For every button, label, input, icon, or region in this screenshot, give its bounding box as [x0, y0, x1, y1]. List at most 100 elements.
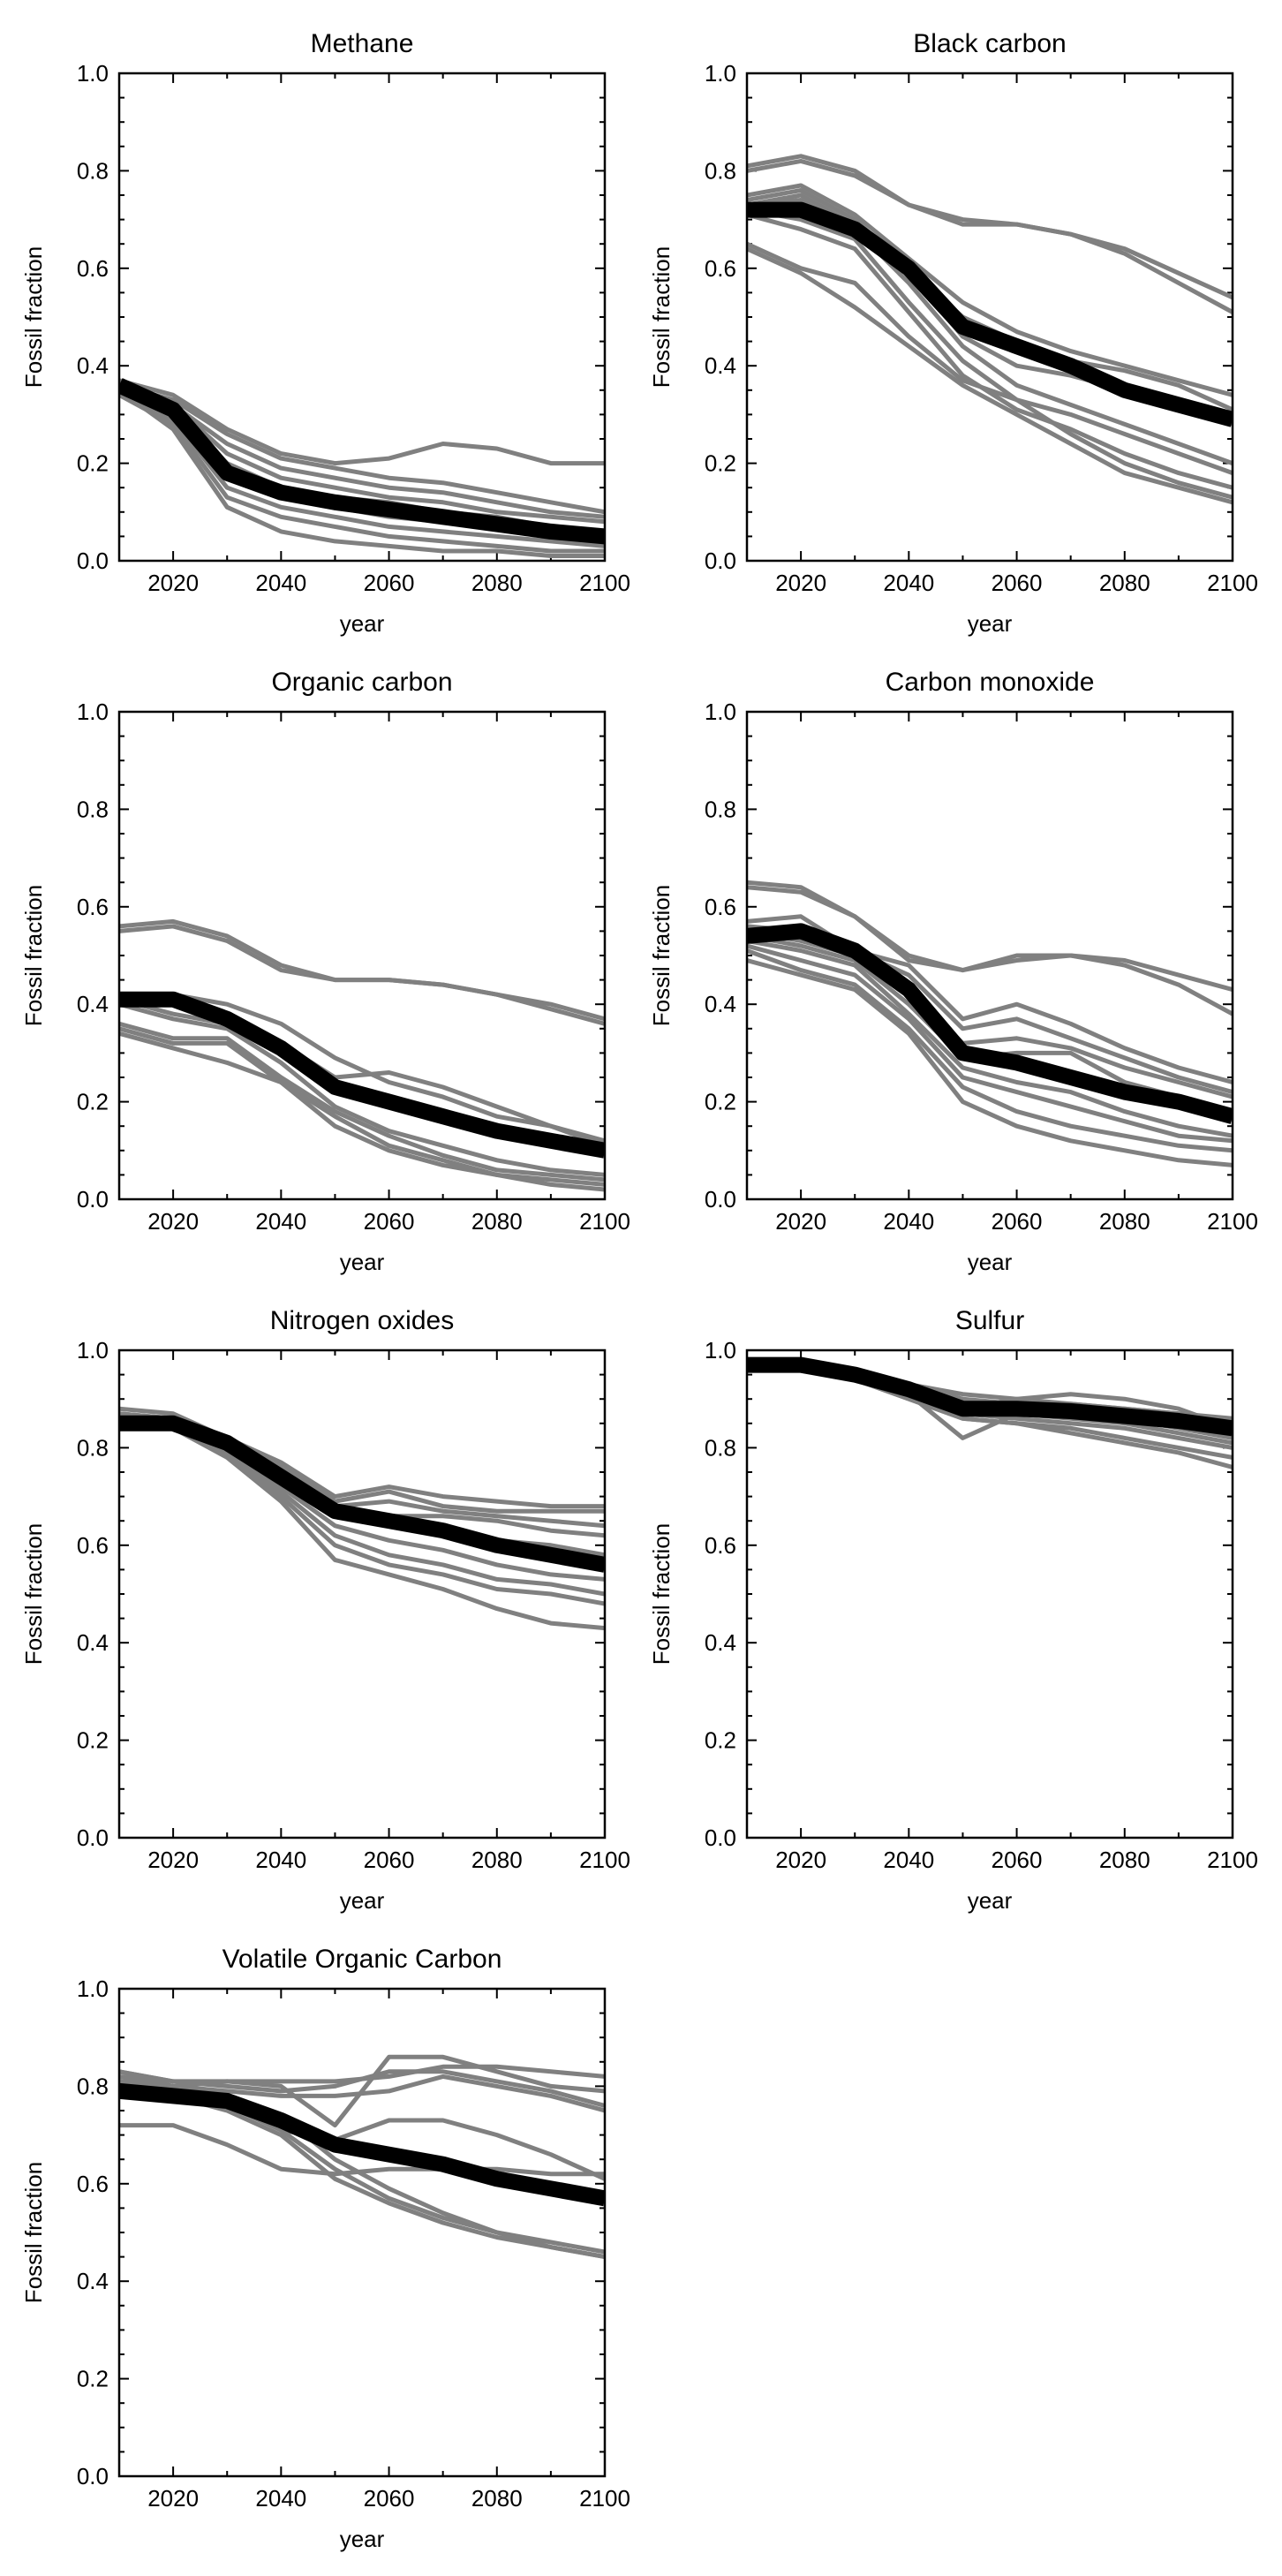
chart-carbon-monoxide-scenario-line-10 [747, 958, 1233, 1167]
chart-volatile-organic-carbon-xtick-label: 2060 [364, 2485, 415, 2512]
chart-sulfur-frame [745, 1348, 1234, 1839]
chart-carbon-monoxide-xtick-label: 2060 [992, 1208, 1043, 1235]
chart-organic-carbon-ytick-label: 0.8 [77, 796, 109, 822]
chart-sulfur-ytick-label: 0.2 [705, 1727, 736, 1754]
chart-methane-xtick-label: 2100 [579, 570, 630, 596]
chart-sulfur-ytick-label: 0.8 [705, 1434, 736, 1461]
chart-methane-scenario-line-8 [119, 393, 605, 554]
chart-black-carbon-ytick-label: 0.2 [705, 450, 736, 477]
chart-nitrogen-oxides-xtick-label: 2020 [147, 1847, 199, 1873]
chart-organic-carbon-scenario-line-6 [119, 1001, 605, 1177]
chart-methane-ytick-label: 0.2 [77, 450, 109, 477]
chart-volatile-organic-carbon-xlabel: year [340, 2526, 385, 2552]
chart-black-carbon-ytick-label: 0.8 [705, 157, 736, 184]
chart-nitrogen-oxides-ytick-label: 0.4 [77, 1629, 109, 1656]
chart-black-carbon-xtick-label: 2060 [992, 570, 1043, 596]
chart-carbon-monoxide-ytick-label: 0.8 [705, 796, 736, 822]
chart-black-carbon-xtick-label: 2020 [775, 570, 826, 596]
chart-black-carbon-ytick-label: 1.0 [705, 60, 736, 87]
chart-black-carbon-scenario-line-8 [747, 212, 1233, 490]
chart-black-carbon: Black carbon 2020 2040 2060 2080 2100 0.0 0.2 0.… [648, 29, 1258, 637]
chart-organic-carbon-scenario-line-7 [119, 1021, 605, 1182]
chart-organic-carbon-xtick-label: 2100 [579, 1208, 630, 1235]
chart-volatile-organic-carbon-ytick-label: 0.8 [77, 2073, 109, 2099]
chart-organic-carbon-ytick-label: 0.2 [77, 1089, 109, 1115]
chart-organic-carbon-xtick-label: 2080 [471, 1208, 523, 1235]
chart-sulfur-ytick-label: 0.0 [705, 1824, 736, 1851]
chart-organic-carbon-frame [117, 710, 607, 1201]
chart-volatile-organic-carbon-mean-line [119, 2082, 605, 2207]
chart-organic-carbon-plot-area [119, 918, 605, 1192]
chart-nitrogen-oxides-ytick-label: 0.8 [77, 1434, 109, 1461]
chart-methane-ytick-label: 0.8 [77, 157, 109, 184]
chart-black-carbon-ylabel: Fossil fraction [648, 246, 675, 388]
chart-sulfur-xtick-label: 2060 [992, 1847, 1043, 1873]
chart-methane-scenario-line-9 [119, 388, 605, 558]
chart-volatile-organic-carbon-ytick-label: 0.2 [77, 2366, 109, 2392]
chart-volatile-organic-carbon-title: Volatile Organic Carbon [222, 1945, 502, 1974]
chart-black-carbon-ytick-label: 0.4 [705, 352, 736, 379]
chart-black-carbon-scenario-line-1 [747, 154, 1233, 300]
chart-nitrogen-oxides: Nitrogen oxides 2020 2040 2060 2080 2100 0.0 0.… [20, 1306, 630, 1914]
chart-organic-carbon-xtick-label: 2020 [147, 1208, 199, 1235]
chart-carbon-monoxide-xtick-label: 2020 [775, 1208, 826, 1235]
chart-sulfur-ytick-label: 1.0 [705, 1337, 736, 1364]
chart-carbon-monoxide-frame [745, 710, 1234, 1201]
chart-volatile-organic-carbon-scenario-line-4 [119, 2074, 605, 2113]
chart-carbon-monoxide-ytick-label: 0.2 [705, 1089, 736, 1115]
chart-black-carbon-scenario-line-10 [747, 246, 1233, 505]
chart-carbon-monoxide-xlabel: year [968, 1249, 1013, 1275]
chart-methane-xtick-label: 2020 [147, 570, 199, 596]
chart-black-carbon-ytick-label: 0.6 [705, 255, 736, 282]
chart-black-carbon-title: Black carbon [913, 29, 1066, 58]
chart-sulfur-plot-area [747, 1356, 1233, 1469]
chart-carbon-monoxide-ylabel: Fossil fraction [648, 885, 675, 1026]
chart-nitrogen-oxides-mean-line [119, 1415, 605, 1573]
chart-organic-carbon-ytick-label: 0.6 [77, 894, 109, 920]
chart-volatile-organic-carbon-ytick-label: 0.4 [77, 2268, 109, 2294]
chart-volatile-organic-carbon-plot-area [119, 2054, 605, 2260]
chart-sulfur-mean-line [747, 1356, 1233, 1437]
chart-carbon-monoxide-scenario-line-7 [747, 938, 1233, 1138]
chart-nitrogen-oxides-ytick-label: 0.6 [77, 1532, 109, 1559]
chart-methane-xtick-label: 2040 [255, 570, 306, 596]
chart-black-carbon-scenario-line-2 [747, 158, 1233, 314]
chart-carbon-monoxide-mean-line [747, 923, 1233, 1124]
chart-black-carbon-frame [745, 72, 1234, 563]
chart-methane-frame [117, 72, 607, 563]
chart-carbon-monoxide-ytick-label: 0.4 [705, 991, 736, 1017]
chart-nitrogen-oxides-xlabel: year [340, 1887, 385, 1914]
chart-black-carbon-scenario-line-3 [747, 183, 1233, 397]
chart-nitrogen-oxides-title: Nitrogen oxides [270, 1306, 454, 1335]
chart-methane-scenario-line-3 [119, 382, 605, 519]
chart-organic-carbon-scenario-line-9 [119, 1031, 605, 1192]
chart-nitrogen-oxides-plot-area [119, 1406, 605, 1631]
chart-methane-scenario-line-2 [119, 382, 605, 515]
chart-methane-ylabel: Fossil fraction [20, 246, 47, 388]
chart-organic-carbon-title: Organic carbon [271, 668, 452, 697]
chart-black-carbon-scenario-line-7 [747, 208, 1233, 475]
chart-volatile-organic-carbon: Volatile Organic Carbon 2020 2040 2060 2080 2… [20, 1945, 630, 2552]
chart-methane-ytick-label: 0.0 [77, 548, 109, 574]
chart-organic-carbon-ytick-label: 0.0 [77, 1186, 109, 1212]
chart-methane-mean-line [119, 378, 605, 545]
chart-carbon-monoxide-scenario-line-9 [747, 948, 1233, 1153]
chart-black-carbon-mean-line [747, 201, 1233, 427]
chart-carbon-monoxide-scenario-line-1 [747, 880, 1233, 993]
chart-nitrogen-oxides-ytick-label: 0.2 [77, 1727, 109, 1754]
chart-volatile-organic-carbon-ytick-label: 0.0 [77, 2463, 109, 2489]
chart-sulfur-ytick-label: 0.4 [705, 1629, 736, 1656]
chart-black-carbon-xtick-label: 2040 [883, 570, 934, 596]
chart-nitrogen-oxides-ytick-label: 0.0 [77, 1824, 109, 1851]
chart-sulfur-xtick-label: 2040 [883, 1847, 934, 1873]
chart-methane-xtick-label: 2060 [364, 570, 415, 596]
chart-nitrogen-oxides-ytick-label: 1.0 [77, 1337, 109, 1364]
chart-volatile-organic-carbon-scenario-line-3 [119, 2069, 605, 2108]
chart-volatile-organic-carbon-xtick-label: 2020 [147, 2485, 199, 2512]
chart-organic-carbon-xtick-label: 2040 [255, 1208, 306, 1235]
chart-methane-xlabel: year [340, 610, 385, 637]
chart-methane-plot-area [119, 378, 605, 558]
chart-organic-carbon-mean-line [119, 991, 605, 1159]
chart-nitrogen-oxides-xtick-label: 2040 [255, 1847, 306, 1873]
